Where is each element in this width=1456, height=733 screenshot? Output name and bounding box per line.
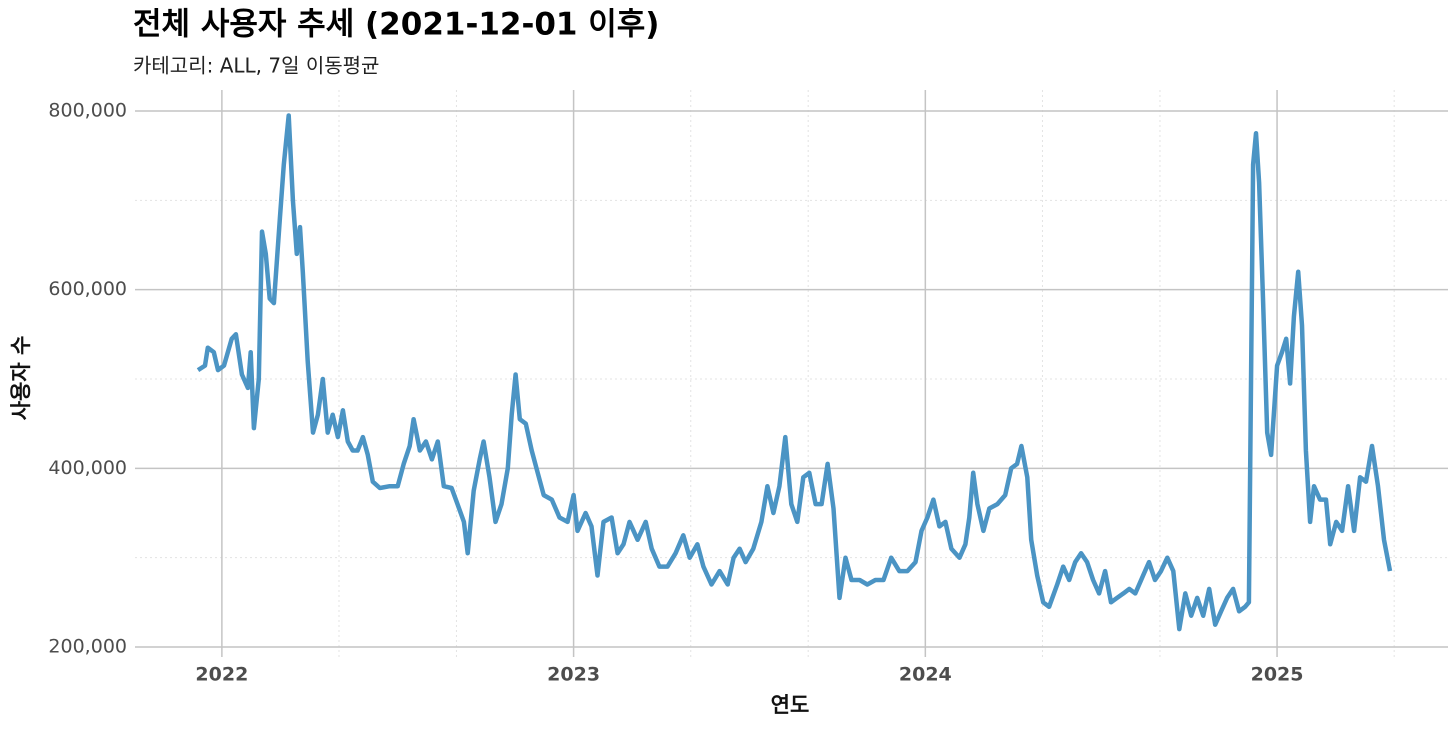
data-line [196,113,1393,632]
y-axis-label: 사용자 수 [9,336,33,421]
chart-subtitle: 카테고리: ALL, 7일 이동평균 [133,54,379,78]
x-axis-label: 연도 [771,693,810,717]
x-tick-label: 2022 [195,664,248,686]
x-tick-label: 2025 [1251,664,1304,686]
x-tick-label: 2023 [547,664,600,686]
chart-title: 전체 사용자 추세 (2021-12-01 이후) [133,7,659,43]
y-tick-label: 600,000 [48,278,127,300]
y-tick-label: 400,000 [48,457,127,479]
y-tick-label: 800,000 [48,99,127,121]
y-tick-label: 200,000 [48,635,127,657]
x-tick-label: 2024 [899,664,952,686]
